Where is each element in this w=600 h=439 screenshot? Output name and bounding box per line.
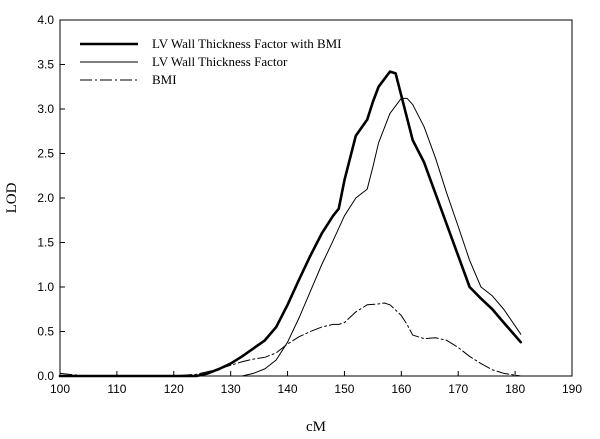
x-tick-label: 140 (278, 382, 298, 396)
y-tick-label: 3.0 (37, 102, 54, 116)
x-tick-label: 180 (505, 382, 525, 396)
x-tick-label: 120 (164, 382, 184, 396)
y-axis: 0.0 0.5 1.0 1.5 2.0 2.5 3.0 3.5 4.0 (37, 13, 65, 383)
x-tick-label: 110 (107, 382, 126, 396)
y-tick-label: 0.5 (37, 325, 54, 339)
x-tick-label: 190 (562, 382, 582, 396)
y-tick-label: 2.0 (37, 191, 54, 205)
series-line-2 (59, 97, 522, 377)
legend-label-2: LV Wall Thickness Factor (152, 54, 288, 69)
series-line-3 (59, 302, 522, 377)
y-tick-label: 1.0 (37, 280, 54, 294)
plot-area-frame (59, 19, 573, 377)
series-layer (58, 70, 523, 378)
x-tick-label: 160 (391, 382, 411, 396)
y-axis-title: LOD (4, 182, 20, 213)
y-tick-label: 4.0 (37, 13, 54, 27)
series-line-1 (58, 70, 523, 378)
legend-label-1: LV Wall Thickness Factor with BMI (152, 36, 342, 51)
x-tick-label: 150 (334, 382, 354, 396)
y-tick-label: 2.5 (37, 147, 54, 161)
x-tick-label: 100 (50, 382, 70, 396)
y-tick-label: 3.5 (37, 58, 54, 72)
x-tick-label: 130 (221, 382, 241, 396)
x-axis-title: cM (306, 419, 326, 435)
y-tick-label: 0.0 (37, 369, 54, 383)
x-axis: 100 110 120 130 140 150 160 170 180 190 (50, 371, 582, 396)
x-tick-label: 170 (448, 382, 468, 396)
legend-label-3: BMI (152, 72, 177, 87)
legend: LV Wall Thickness Factor with BMI LV Wall… (80, 36, 342, 87)
y-tick-label: 1.5 (37, 236, 54, 250)
